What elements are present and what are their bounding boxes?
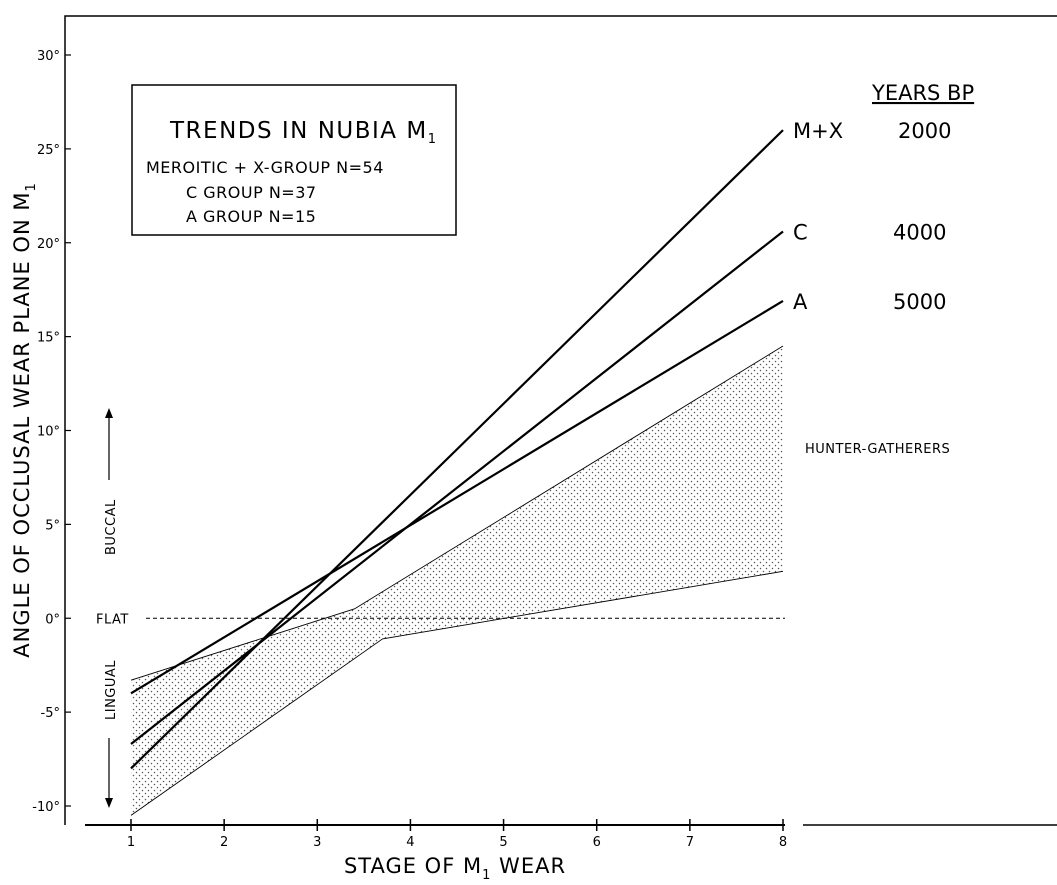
series-line-m-x bbox=[130, 129, 784, 770]
series-label-c: C bbox=[793, 220, 808, 244]
x-tick-label: 5 bbox=[499, 835, 507, 850]
series-years-m-x: 2000 bbox=[898, 119, 951, 143]
y-tick-label: 30° bbox=[37, 49, 60, 64]
band-label: HUNTER-GATHERERS bbox=[805, 442, 950, 457]
buccal-arrow-head bbox=[105, 408, 113, 418]
x-tick-label: 1 bbox=[127, 835, 135, 850]
series-years-a: 5000 bbox=[893, 290, 946, 314]
series-years-c: 4000 bbox=[893, 220, 946, 244]
series-label-m-x: M+X bbox=[793, 119, 843, 143]
years-header: YEARS BP bbox=[871, 81, 974, 105]
x-tick-label: 7 bbox=[686, 835, 694, 850]
lingual-arrow-head bbox=[105, 798, 113, 808]
y-tick-label: 5° bbox=[45, 518, 60, 533]
y-tick-label: 15° bbox=[37, 331, 60, 346]
y-tick-label: -5° bbox=[41, 706, 60, 721]
y-tick-label: 0° bbox=[45, 612, 60, 627]
flat-label: FLAT bbox=[96, 612, 129, 627]
x-tick-label: 6 bbox=[593, 835, 601, 850]
x-tick-label: 2 bbox=[220, 835, 228, 850]
x-tick-label: 4 bbox=[406, 835, 414, 850]
hunter-gatherer-band bbox=[131, 346, 783, 816]
y-tick-label: 20° bbox=[37, 237, 60, 252]
legend-line-c-group: C GROUP N=37 bbox=[186, 183, 317, 202]
x-tick-label: 3 bbox=[313, 835, 321, 850]
band-lower-edge bbox=[130, 570, 784, 816]
x-axis-label: STAGE OF M1 WEAR bbox=[344, 854, 566, 883]
y-axis-label: ANGLE OF OCCLUSAL WEAR PLANE ON M1 bbox=[10, 182, 39, 657]
legend: TRENDS IN NUBIA M1 MEROITIC + X-GROUP N=… bbox=[131, 84, 457, 236]
band-upper-edge bbox=[130, 345, 784, 681]
legend-line-a-group: A GROUP N=15 bbox=[186, 207, 316, 226]
lingual-label: LINGUAL bbox=[104, 660, 119, 720]
legend-box bbox=[131, 84, 457, 236]
y-tick-label: 10° bbox=[37, 425, 60, 440]
buccal-label: BUCCAL bbox=[104, 499, 119, 555]
lingual-annotation: LINGUAL bbox=[104, 660, 119, 808]
legend-title: TRENDS IN NUBIA M1 bbox=[169, 118, 437, 147]
x-tick-label: 8 bbox=[779, 835, 787, 850]
buccal-annotation: BUCCAL bbox=[104, 408, 119, 555]
series-line-a bbox=[130, 300, 784, 695]
series-line-c bbox=[130, 230, 784, 745]
legend-line-meroitic: MEROITIC + X-GROUP N=54 bbox=[146, 158, 384, 177]
y-tick-label: -10° bbox=[32, 800, 60, 815]
plot-frame bbox=[64, 15, 1057, 825]
series-label-a: A bbox=[793, 290, 808, 314]
y-tick-label: 25° bbox=[37, 143, 60, 158]
